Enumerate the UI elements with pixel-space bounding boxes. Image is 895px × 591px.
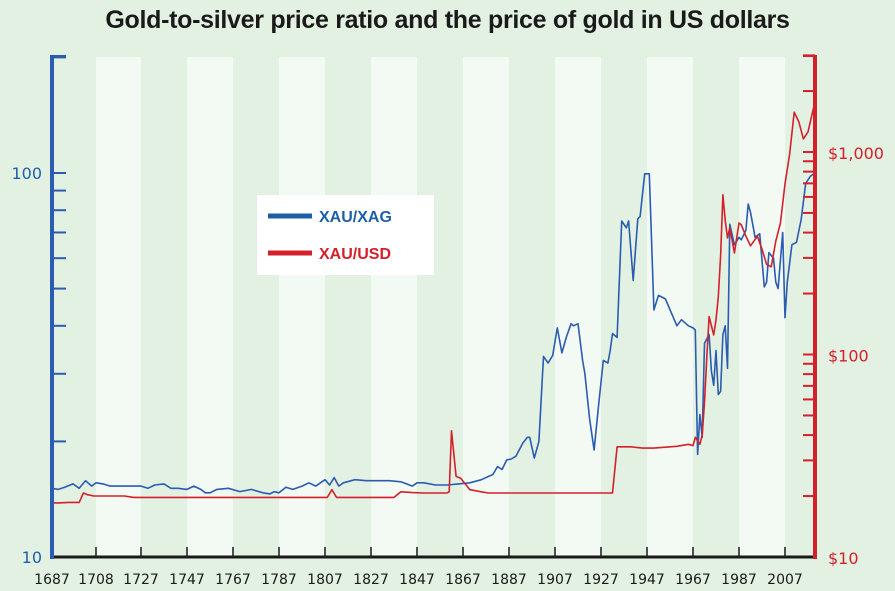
chart-title: Gold-to-silver price ratio and the price… — [105, 6, 790, 34]
legend-label-xau-xag: XAU/XAG — [319, 209, 392, 226]
series-line-xau-usd — [52, 101, 816, 504]
x-tick-label: 1867 — [445, 572, 481, 588]
background-band — [463, 57, 509, 557]
x-tick-label: 1847 — [399, 572, 435, 588]
x-tick-label: 1927 — [583, 572, 619, 588]
x-tick-label: 1967 — [675, 572, 711, 588]
x-tick-label: 1947 — [629, 572, 665, 588]
axes: 1687 1708 1727 1747 1767 1787 1807 1827 1847 1867… — [11, 54, 884, 588]
legend-box — [257, 195, 434, 275]
x-tick-label: 2007 — [767, 572, 803, 588]
x-tick-label: 1827 — [353, 572, 389, 588]
x-tick-label: 1887 — [491, 572, 527, 588]
left-axis-label-10: 10 — [22, 548, 42, 567]
right-axis-label: $10 — [828, 549, 859, 568]
x-tick-label: 1907 — [537, 572, 573, 588]
left-axis-label-100: 100 — [11, 164, 42, 183]
background-band — [739, 57, 785, 557]
right-axis-label: $1,000 — [828, 144, 884, 163]
x-tick-label: 1747 — [169, 572, 205, 588]
background-band — [371, 57, 417, 557]
background-band — [279, 57, 325, 557]
background-band — [187, 57, 233, 557]
right-axis-label: $100 — [828, 347, 869, 366]
legend: XAU/XAG XAU/USD — [257, 195, 434, 275]
x-tick-label: 1767 — [215, 572, 251, 588]
x-tick-label: 1708 — [78, 572, 114, 588]
x-tick-label: 1727 — [123, 572, 159, 588]
x-tick-label: 1687 — [34, 572, 70, 588]
x-tick-label: 1787 — [261, 572, 297, 588]
background-band — [555, 57, 601, 557]
x-tick-label: 1987 — [721, 572, 757, 588]
legend-label-xau-usd: XAU/USD — [319, 246, 391, 263]
background-bands — [96, 57, 785, 557]
x-tick-label: 1807 — [307, 572, 343, 588]
background-band — [96, 57, 141, 557]
series-lines — [51, 101, 816, 504]
